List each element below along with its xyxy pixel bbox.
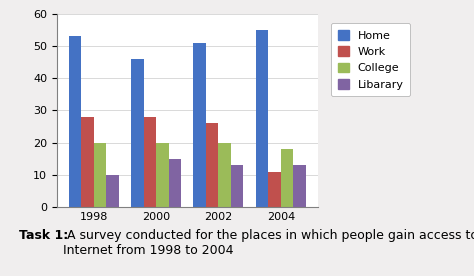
Bar: [106, 175, 118, 207]
Bar: [94, 143, 106, 207]
Bar: [193, 43, 206, 207]
Bar: [169, 159, 181, 207]
Bar: [256, 30, 268, 207]
Bar: [231, 165, 243, 207]
Bar: [81, 117, 94, 207]
Bar: [206, 123, 219, 207]
Bar: [144, 117, 156, 207]
Text: A survey conducted for the places in which people gain access to the
Internet fr: A survey conducted for the places in whi…: [63, 229, 474, 257]
Legend: Home, Work, College, Libarary: Home, Work, College, Libarary: [331, 23, 410, 96]
Bar: [69, 36, 81, 207]
Bar: [293, 165, 306, 207]
Bar: [219, 143, 231, 207]
Bar: [281, 149, 293, 207]
Bar: [156, 143, 169, 207]
Bar: [131, 59, 144, 207]
Text: Task 1:: Task 1:: [19, 229, 68, 242]
Bar: [268, 172, 281, 207]
